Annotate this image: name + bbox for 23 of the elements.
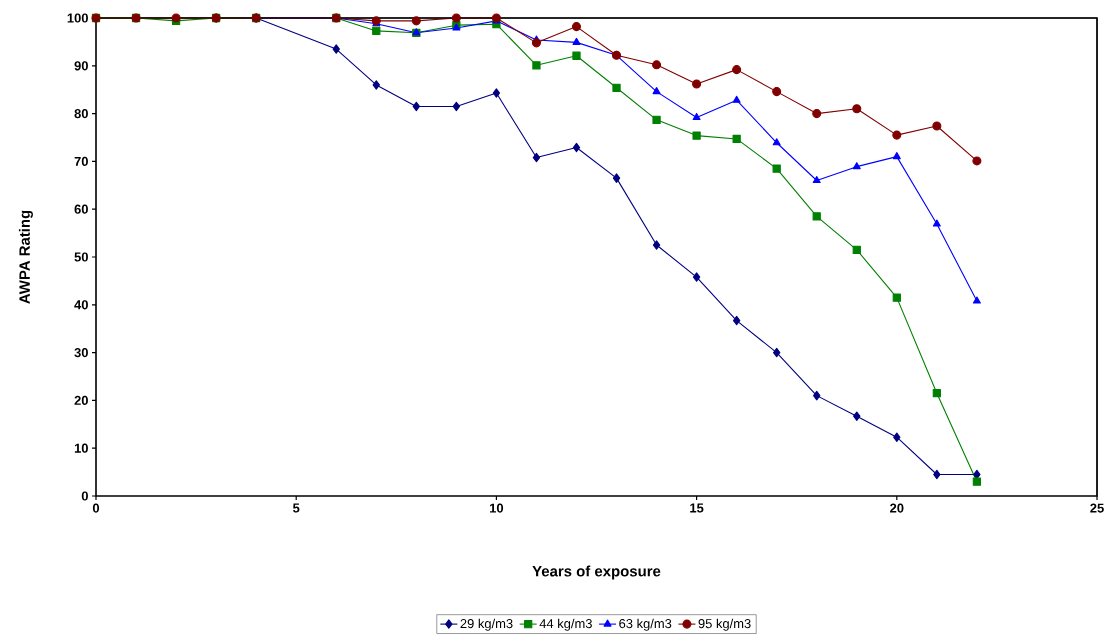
y-tick-label: 30 xyxy=(74,348,88,358)
x-tick-label: 25 xyxy=(1090,503,1104,513)
y-tick-label: 0 xyxy=(81,491,88,501)
y-tick-label: 50 xyxy=(74,252,88,262)
x-tick-label: 5 xyxy=(293,503,300,513)
legend-label: 29 kg/m3 xyxy=(460,618,513,631)
x-axis-title: Years of exposure xyxy=(532,565,661,580)
y-tick-label: 70 xyxy=(74,156,88,166)
x-tick-label: 10 xyxy=(490,503,504,513)
legend-label: 44 kg/m3 xyxy=(539,618,592,631)
y-axis-title: AWPA Rating xyxy=(18,210,33,304)
legend-label: 63 kg/m3 xyxy=(619,618,672,631)
y-tick-label: 100 xyxy=(67,13,88,23)
y-tick-label: 60 xyxy=(74,204,88,214)
y-tick-label: 20 xyxy=(74,395,88,405)
y-tick-label: 90 xyxy=(74,61,88,71)
x-tick-label: 15 xyxy=(690,503,704,513)
y-tick-label: 80 xyxy=(74,109,88,119)
y-tick-label: 10 xyxy=(74,443,88,453)
x-tick-label: 20 xyxy=(890,503,904,513)
y-tick-label: 40 xyxy=(74,300,88,310)
x-tick-label: 0 xyxy=(92,503,100,513)
legend-label: 95 kg/m3 xyxy=(698,618,751,631)
